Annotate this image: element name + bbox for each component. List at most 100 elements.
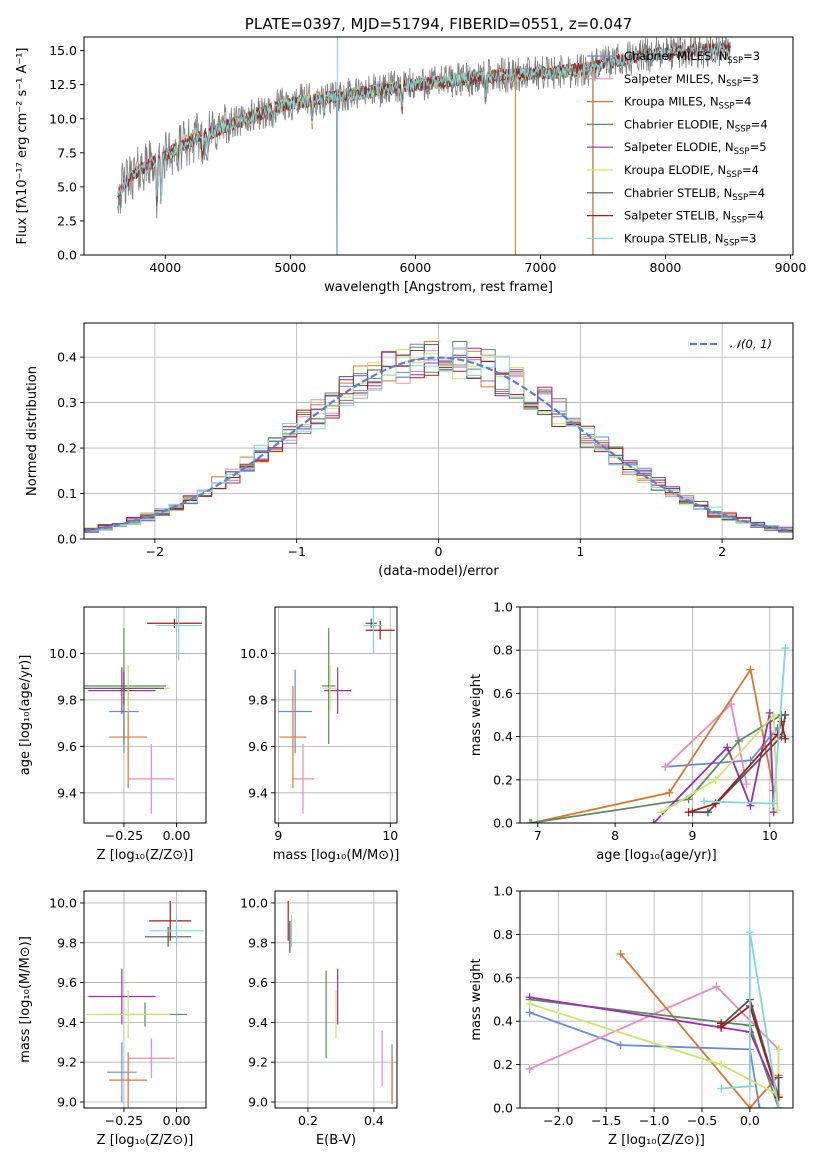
mass-vs-EBV-axes: 0.2 0.4 9.0 9.2 9.4 9.6 9.8 10.0 E(B-V) [240, 890, 398, 1148]
legend-label: Chabrier MILES, NSSP=3 [624, 49, 760, 66]
series-marker [703, 808, 712, 817]
mass-vs-EBV-frame [274, 890, 398, 1109]
weight-series [700, 644, 790, 808]
y-tick-label: 5.0 [57, 179, 77, 194]
x-tick-label: 2 [718, 544, 726, 559]
series-marker [746, 665, 755, 674]
series-marker [781, 711, 790, 719]
series-line [531, 667, 775, 823]
series-marker [769, 799, 778, 808]
legend-item: Salpeter MILES, NSSP=3 [587, 72, 759, 89]
errorbar-point [88, 667, 156, 714]
errorbar-point [128, 744, 175, 814]
series-marker [781, 734, 790, 743]
series-marker [527, 819, 536, 823]
weight-vs-Z-plot-area [525, 928, 783, 1108]
x-tick-label: −1.5 [591, 1113, 621, 1128]
series-marker [734, 736, 743, 745]
weight-vs-Z-frame [519, 890, 794, 1109]
series-line [619, 953, 780, 1108]
x-tick-label: 9 [274, 828, 282, 843]
series-marker [616, 1041, 625, 1050]
x-tick-label: −0.25 [105, 828, 143, 843]
y-tick-label: 9.0 [57, 1095, 77, 1110]
x-tick-label: 7000 [525, 260, 557, 275]
y-tick-label: 0.4 [493, 1014, 513, 1029]
errorbar-point [365, 620, 395, 640]
series-marker [616, 949, 625, 958]
residuals-legend: 𝒩(0, 1) [690, 337, 772, 351]
y-tick-label: 0.3 [57, 395, 77, 410]
gaussian-reference-curve [84, 356, 791, 533]
series-line [661, 712, 779, 813]
weight-vs-age-plot-area [526, 644, 790, 823]
series-marker [774, 1045, 783, 1054]
series-line [721, 932, 780, 1108]
y-tick-label: 0.4 [493, 729, 513, 744]
series-marker [723, 743, 732, 752]
age-vs-Z-ylabel: age [log₁₀(age/yr)] [18, 655, 33, 776]
x-tick-label: 9000 [775, 260, 807, 275]
weight-vs-age-grid [520, 606, 793, 824]
legend-label: Kroupa STELIB, NSSP=3 [624, 231, 756, 248]
y-tick-label: 0.2 [493, 1057, 513, 1072]
y-tick-label: 0.0 [57, 532, 77, 547]
errorbar-point [363, 607, 384, 654]
x-tick-label: −0.5 [687, 1113, 717, 1128]
y-tick-label: 9.4 [248, 1015, 268, 1030]
y-tick-label: 7.5 [57, 145, 77, 160]
y-tick-label: 9.8 [57, 692, 77, 707]
weight-vs-age-axes: 7 8 9 10 0.0 0.2 0.4 0.6 0.8 1.0 age [log₁₀(age/yr… [469, 600, 794, 863]
y-tick-label: 9.8 [248, 692, 268, 707]
series-marker [526, 819, 535, 823]
weight-vs-Z-axes: −2.0 −1.5 −1.0 −0.5 0.0 0.0 0.2 0.4 0.6 0.8 1.0 Z [… [469, 884, 794, 1148]
mass-vs-Z-plot-area [86, 900, 204, 1108]
mass-vs-Z-frame [83, 890, 207, 1109]
y-tick-label: 9.4 [248, 785, 268, 800]
series-marker [717, 1023, 726, 1032]
age-vs-mass-xlabel: mass [log₁₀(M/M⊙)] [273, 848, 400, 863]
spectrum-frame [83, 36, 794, 256]
y-tick-label: 1.0 [493, 884, 513, 899]
residuals-xlabel: (data-model)/error [378, 564, 499, 579]
series-marker [525, 1064, 534, 1073]
errorbar-point [323, 665, 337, 712]
spectrum-legend: Chabrier MILES, NSSP=3 Salpeter MILES, NS… [587, 49, 768, 248]
legend-label: Salpeter STELIB, NSSP=4 [624, 209, 764, 226]
errorbar-point [279, 685, 307, 789]
mass-vs-EBV-grid [275, 891, 397, 1108]
weight-series [717, 928, 783, 1108]
errorbar-point [107, 1042, 137, 1103]
y-tick-label: 9.4 [57, 785, 77, 800]
x-tick-label: −0.25 [105, 1113, 143, 1128]
y-tick-label: 0.8 [493, 643, 513, 658]
age-vs-Z-grid [84, 607, 206, 823]
series-marker [717, 1084, 726, 1093]
series-marker [525, 999, 534, 1008]
y-tick-label: 10.0 [240, 646, 268, 661]
y-tick-label: 0.2 [493, 772, 513, 787]
model-spectrum [117, 42, 731, 199]
weight-series [661, 700, 751, 789]
mass-vs-Z-grid [84, 891, 206, 1108]
series-marker [774, 1073, 783, 1082]
spectrum-xlabel: wavelength [Angstrom, rest frame] [324, 280, 553, 295]
age-vs-mass-axes: 9 10 9.4 9.6 9.8 10.0 mass [log₁₀(M/M⊙)] [240, 606, 400, 863]
series-marker [769, 711, 778, 719]
series-marker [777, 717, 786, 726]
y-tick-label: 9.6 [57, 739, 77, 754]
age-vs-Z-plot-area [84, 607, 202, 814]
legend-item: Kroupa MILES, NSSP=4 [587, 95, 751, 112]
y-tick-label: 2.5 [57, 213, 77, 228]
y-tick-label: 12.5 [49, 77, 77, 92]
series-marker [657, 808, 666, 817]
series-marker [773, 806, 782, 815]
x-tick-label: 10 [762, 828, 778, 843]
legend-label: Kroupa MILES, NSSP=4 [624, 95, 751, 112]
legend-item: Chabrier STELIB, NSSP=4 [587, 186, 765, 203]
age-vs-Z-frame [83, 606, 207, 824]
weight-series [684, 717, 790, 817]
y-tick-label: 9.6 [248, 975, 268, 990]
legend-label: Kroupa ELODIE, NSSP=4 [624, 163, 759, 180]
